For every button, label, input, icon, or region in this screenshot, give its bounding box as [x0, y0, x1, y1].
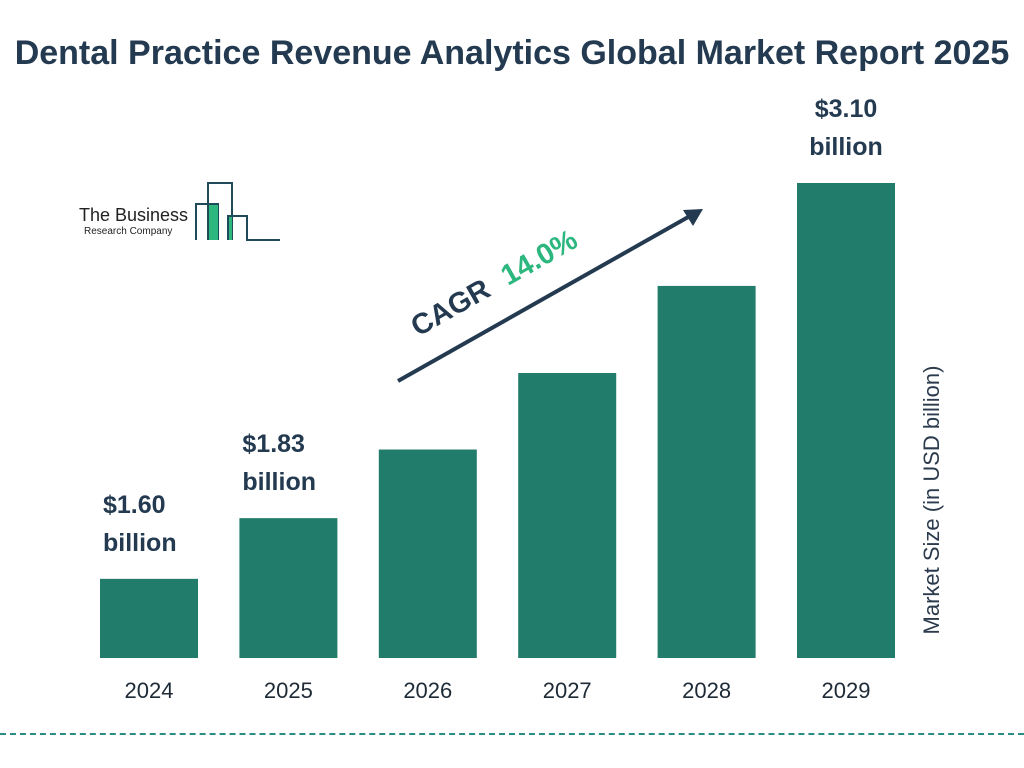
bar-2029 [797, 183, 895, 658]
data-label-unit: billion [242, 468, 316, 496]
y-axis-label: Market Size (in USD billion) [919, 365, 944, 635]
x-tick-label: 2024 [125, 678, 174, 703]
x-tick-label: 2026 [403, 678, 452, 703]
logo-text-line1: The Business [79, 205, 189, 225]
dashed-divider [0, 733, 1024, 735]
x-tick-label: 2025 [264, 678, 313, 703]
bar-2024 [100, 578, 198, 658]
x-tick-label: 2029 [822, 678, 871, 703]
bar-2025 [239, 518, 338, 658]
bar-2028 [657, 285, 756, 658]
chart-title: Dental Practice Revenue Analytics Global… [14, 34, 1010, 72]
bar-2027 [518, 373, 617, 658]
company-logo: The Business Research Company [70, 175, 290, 255]
bar-2026 [378, 449, 477, 658]
cagr-arrow [397, 209, 703, 383]
logo-buildings-icon [195, 182, 280, 241]
data-label-value: $3.10 [815, 95, 878, 123]
data-label-unit: billion [809, 133, 883, 161]
x-tick-label: 2027 [543, 678, 592, 703]
data-label-value: $1.83 [242, 430, 305, 458]
data-label-unit: billion [103, 529, 177, 557]
x-tick-label: 2028 [682, 678, 731, 703]
data-label-value: $1.60 [103, 491, 166, 519]
logo-text-line2: Research Company [84, 226, 173, 237]
